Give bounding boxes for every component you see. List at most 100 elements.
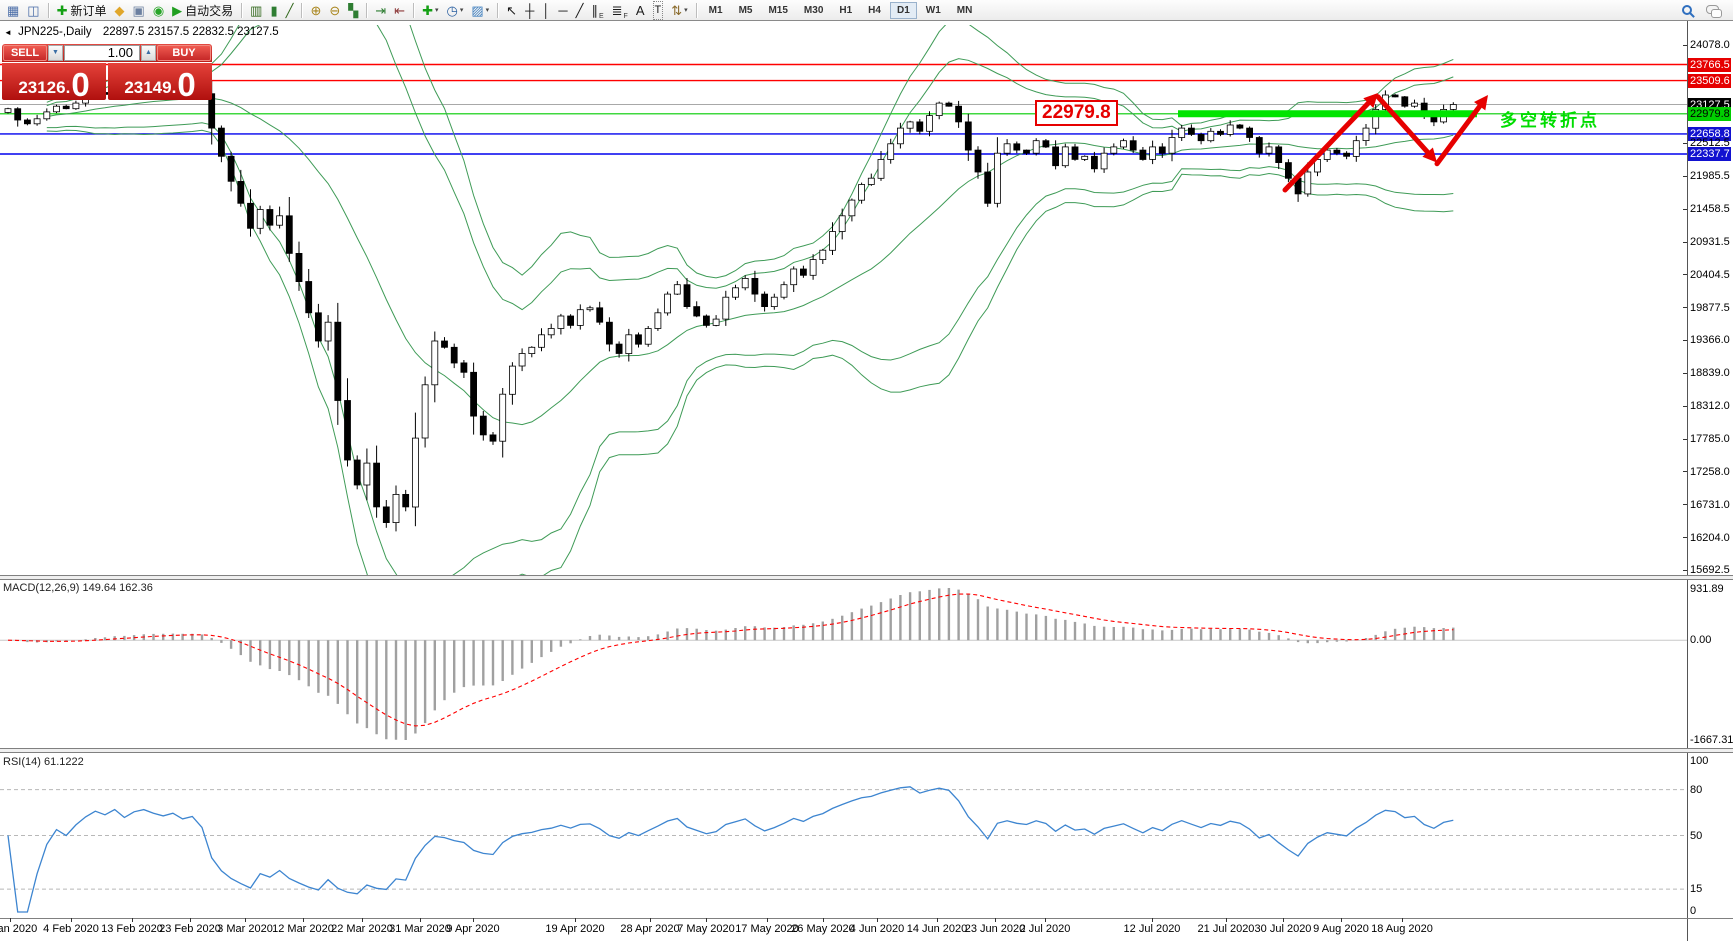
signals-button[interactable]: ◉ [149, 1, 168, 20]
volume-down-button[interactable]: ▼ [48, 45, 63, 61]
buy-button[interactable]: BUY [157, 45, 211, 61]
auto-scroll-button[interactable]: ⇥ [371, 1, 390, 20]
zoom-out-button[interactable]: ⊖ [325, 1, 344, 20]
timeframe-w1[interactable]: W1 [925, 4, 941, 16]
crosshair-button[interactable]: ┼ [521, 1, 538, 20]
date-axis-label: 7 May 2020 [677, 923, 735, 935]
date-axis-tick [1045, 918, 1046, 922]
draw-channel-sub-letter: E [598, 12, 604, 20]
draw-hline-button[interactable]: ─ [554, 1, 571, 20]
date-axis-label: 28 Apr 2020 [620, 923, 680, 935]
zoom-in-button[interactable]: ⊕ [306, 1, 325, 20]
cursor-button[interactable]: ↖ [502, 1, 521, 20]
bar-chart-mode-button[interactable]: ▥ [246, 1, 266, 20]
draw-arrows-button[interactable]: ⇅ ▾ [667, 1, 691, 20]
tile-windows-icon: ▚ [348, 2, 359, 18]
chart-styler-button[interactable]: ◆ [111, 1, 129, 20]
periods-button[interactable]: ◷ ▾ [443, 1, 468, 20]
templates-dropdown-icon[interactable]: ▾ [485, 7, 490, 14]
draw-vline-icon: │ [542, 2, 551, 18]
rsi-indicator-panel[interactable] [0, 753, 1687, 918]
new-order-button[interactable]: ✚ 新订单 [53, 1, 111, 20]
date-axis-label: 22 Mar 2020 [331, 923, 393, 935]
draw-text-button[interactable]: A [632, 1, 649, 20]
panel-splitter[interactable] [0, 575, 1733, 580]
search-icon[interactable] [1682, 5, 1692, 15]
timeframe-m30[interactable]: M30 [803, 4, 824, 16]
date-axis-tick [937, 918, 938, 922]
price-axis-tick [1683, 274, 1687, 276]
draw-label-button[interactable]: T [649, 0, 668, 20]
bar-chart-mode-icon: ▥ [250, 2, 263, 18]
templates-button[interactable]: ▨ ▾ [467, 1, 493, 20]
price-flag-label[interactable]: 22979.8 [1035, 100, 1118, 126]
auto-trading-button[interactable]: ▶ 自动交易 [168, 1, 237, 20]
templates-icon: ▨ [471, 2, 484, 18]
timeframe-mn[interactable]: MN [956, 4, 973, 16]
date-axis-tick [995, 918, 996, 922]
timeframe-h4[interactable]: H4 [868, 4, 881, 16]
date-axis-label: 9 Aug 2020 [1313, 923, 1369, 935]
sell-price-display[interactable]: 23126. 0 [2, 63, 106, 101]
main-toolbar: ▦ ◫ ✚ 新订单 ◆ ▣ ◉ ▶ 自动交易 ▥ ▮ ╱ ⊕ ⊖ ▚ ⇥ ⇤ ✚ ▾ ◷ ▾ ▨ ▾ ↖ ┼ │ ─ ╱ ∥ E ≣ F A T ⇅… [0, 0, 1733, 21]
chart-shift-button[interactable]: ⇤ [390, 1, 409, 20]
date-axis-label: 14 Jun 2020 [906, 923, 968, 935]
chart-profiles-button[interactable]: ◫ [23, 1, 43, 20]
draw-fibonacci-icon: ≣ [611, 2, 623, 18]
date-axis-label: 31 Mar 2020 [389, 923, 451, 935]
main-price-chart[interactable] [0, 25, 1687, 575]
volume-up-button[interactable]: ▲ [141, 45, 156, 61]
tile-windows-button[interactable]: ▚ [344, 1, 362, 20]
collapse-panel-icon[interactable]: ◄ [4, 28, 12, 37]
price-axis-tick [1683, 339, 1687, 341]
buy-price-display[interactable]: 23149. 0 [108, 63, 212, 101]
terminal-button[interactable]: ▣ [129, 1, 149, 20]
candlestick-mode-button[interactable]: ▮ [266, 1, 281, 20]
new-chart-button[interactable]: ▦ [3, 1, 23, 20]
draw-arrows-dropdown-icon[interactable]: ▾ [684, 7, 688, 14]
draw-fibonacci-button[interactable]: ≣ F [608, 1, 632, 20]
one-click-row: SELL ▼ 1.00 ▲ BUY [2, 44, 212, 62]
auto-trading-icon: ▶ [172, 2, 183, 18]
indicators-list-dropdown-icon[interactable]: ▾ [434, 7, 439, 14]
price-axis-tick [1683, 44, 1687, 46]
date-axis-label: 23 Jun 2020 [964, 923, 1026, 935]
date-axis-tick [1226, 918, 1227, 922]
price-axis-tick [1683, 142, 1687, 144]
date-axis-label: 21 Jul 2020 [1197, 923, 1255, 935]
date-axis-tick [1152, 918, 1153, 922]
price-axis-tick [1683, 208, 1687, 210]
date-axis-tick [303, 918, 304, 922]
date-axis-tick [1402, 918, 1403, 922]
date-axis-label: 9 Apr 2020 [446, 923, 500, 935]
periods-dropdown-icon[interactable]: ▾ [459, 7, 464, 14]
price-axis-label: 22337.7 [1688, 146, 1731, 161]
sell-button[interactable]: SELL [3, 45, 47, 61]
line-chart-mode-button[interactable]: ╱ [282, 1, 298, 20]
panel-splitter-2[interactable] [0, 748, 1733, 753]
volume-input[interactable]: 1.00 [64, 45, 140, 61]
timeframe-d1[interactable]: D1 [889, 1, 917, 19]
draw-channel-button[interactable]: ∥ E [587, 1, 607, 20]
macd-indicator-panel[interactable] [0, 580, 1687, 748]
price-axis-tick [1683, 241, 1687, 243]
timeframe-h1[interactable]: H1 [839, 4, 853, 16]
date-axis-tick [767, 918, 768, 922]
periods-icon: ◷ [446, 2, 458, 18]
zoom-in-icon: ⊕ [310, 2, 322, 18]
toolbar-separator [301, 2, 303, 18]
price-axis-label: 23509.6 [1688, 73, 1731, 88]
price-axis-label: 17258.0 [1690, 465, 1730, 478]
line-chart-mode-icon: ╱ [285, 2, 294, 18]
indicators-list-button[interactable]: ✚ ▾ [418, 1, 442, 20]
timeframe-m15[interactable]: M15 [768, 4, 788, 16]
price-axis-tick [1683, 504, 1687, 506]
turning-point-note[interactable]: 多空转折点 [1500, 111, 1600, 130]
draw-trendline-button[interactable]: ╱ [572, 1, 588, 20]
timeframe-m1[interactable]: M1 [708, 4, 723, 16]
date-axis-label: 4 Feb 2020 [43, 923, 99, 935]
timeframe-m5[interactable]: M5 [738, 4, 753, 16]
one-click-trading-panel: SELL ▼ 1.00 ▲ BUY 23126. 0 23149. 0 [2, 44, 212, 101]
draw-vline-button[interactable]: │ [538, 1, 554, 20]
chat-icon[interactable] [1706, 4, 1722, 18]
